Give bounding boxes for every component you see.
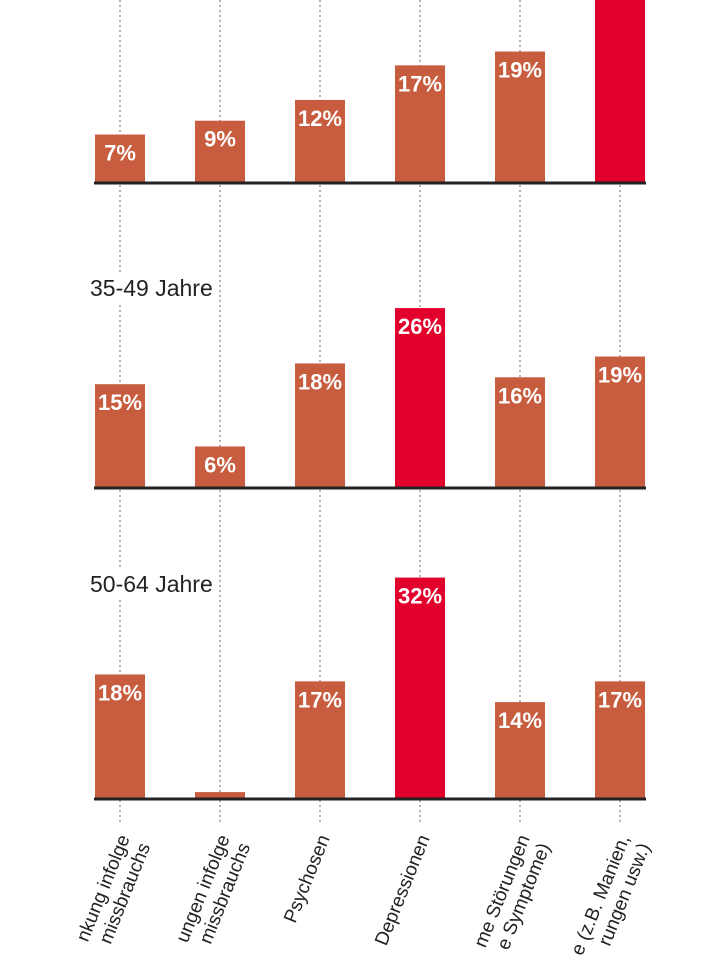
bar <box>495 702 545 799</box>
data-label: 18% <box>98 680 142 705</box>
bar <box>395 65 445 183</box>
data-label: 9% <box>204 127 236 152</box>
panel-3: 50-64 Jahre 18% 17% 32% 14% 17% <box>86 569 646 801</box>
data-label: 19% <box>598 363 642 388</box>
category-label: e (z.B. Manien,rungen usw.) <box>567 832 655 960</box>
bar <box>595 681 645 799</box>
bar <box>295 363 345 488</box>
data-label: 17% <box>298 687 342 712</box>
category-label: ungen infolgemissbrauchs <box>172 832 255 954</box>
data-label: 16% <box>498 383 542 408</box>
bar <box>295 99 345 183</box>
data-label: 15% <box>98 390 142 415</box>
panel-title: 35-49 Jahre <box>90 275 213 301</box>
bar <box>95 384 145 488</box>
bar <box>95 674 145 799</box>
category-label: nkung infolgemissbrauchs <box>73 832 155 953</box>
data-label: 32% <box>398 584 442 609</box>
bar <box>395 308 445 488</box>
data-label: 14% <box>498 708 542 733</box>
category-label: me Störungene Symptome) <box>470 832 555 959</box>
bar <box>595 0 645 183</box>
category-label-line: Psychosen <box>280 832 334 926</box>
data-label: 17% <box>398 71 442 96</box>
panel-title-background <box>86 273 217 303</box>
category-label: Depressionen <box>371 832 434 949</box>
data-label: 19% <box>498 58 542 83</box>
panel-title-background <box>86 569 217 599</box>
data-label: 17% <box>598 687 642 712</box>
bar <box>395 577 445 799</box>
data-label: 12% <box>298 106 342 131</box>
data-label: 7% <box>104 141 136 166</box>
category-label: Psychosen <box>280 832 334 926</box>
bar <box>195 446 245 488</box>
bar <box>95 134 145 183</box>
data-label: 26% <box>398 314 442 339</box>
data-label: 18% <box>298 369 342 394</box>
bar <box>495 377 545 488</box>
bar <box>195 120 245 183</box>
data-label: 6% <box>204 452 236 477</box>
category-labels: nkung infolgemissbrauchs ungen infolgemis… <box>73 832 655 960</box>
bar <box>295 681 345 799</box>
category-label-line: Depressionen <box>371 832 434 949</box>
panel-title: 50-64 Jahre <box>90 571 213 597</box>
bar <box>495 51 545 183</box>
bar <box>595 356 645 488</box>
bar <box>195 792 245 799</box>
panel-2: 35-49 Jahre 15% 6% 18% 26% 16% 19% <box>86 273 646 490</box>
panel-1: 7% 9% 12% 17% 19% <box>94 0 646 185</box>
